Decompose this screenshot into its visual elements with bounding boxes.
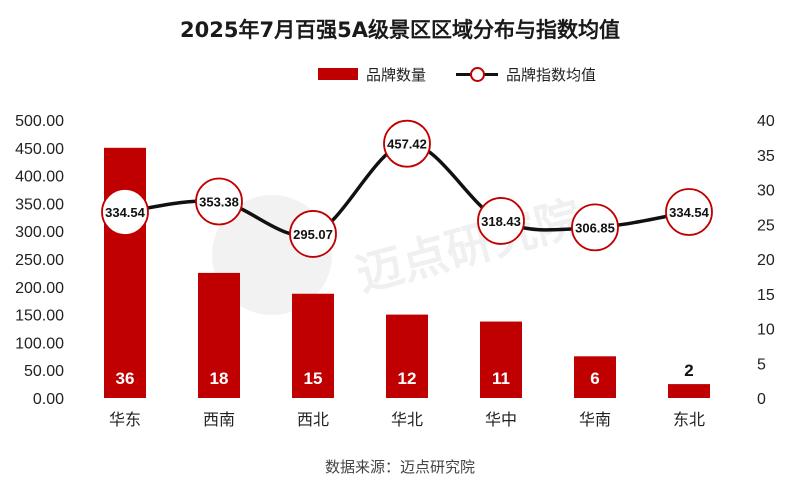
bar-value-label: 36 (116, 369, 135, 388)
bar-2 (198, 272, 240, 398)
line-value-label: 318.43 (481, 214, 521, 229)
line-marker-3 (289, 210, 337, 258)
watermark-text: 迈点研究院 (351, 190, 587, 302)
legend-label-bar: 品牌数量 (366, 65, 427, 84)
line-marker-5 (477, 197, 525, 245)
y-left-tick-label: 200.00 (15, 280, 64, 297)
x-tick-label: 西北 (297, 410, 329, 429)
line-marker-7 (665, 188, 713, 236)
y-left-tick-label: 500.00 (15, 113, 64, 130)
bar-value-label: 6 (590, 369, 599, 388)
line-value-label: 295.07 (293, 227, 333, 242)
x-tick-label: 西南 (203, 410, 235, 429)
y-right-tick-label: 0 (757, 391, 766, 408)
bar-6 (574, 356, 616, 398)
line-marker-6 (571, 203, 619, 252)
y-left-tick-label: 400.00 (15, 169, 64, 186)
x-tick-label: 华东 (109, 410, 141, 429)
bar-value-label: 15 (304, 369, 323, 388)
legend-swatch-bar (318, 68, 358, 80)
y-left-tick-label: 250.00 (15, 252, 64, 269)
y-right-tick-label: 20 (757, 252, 775, 269)
line-value-label: 457.42 (387, 137, 427, 152)
bar-value-label: 18 (210, 369, 229, 388)
bar-value-label: 2 (684, 361, 693, 380)
bar-value-label: 11 (492, 369, 510, 388)
line-value-label: 306.85 (575, 220, 615, 235)
y-right-tick-label: 10 (757, 322, 775, 339)
x-tick-label: 华南 (579, 410, 611, 429)
line-marker-4 (383, 119, 431, 168)
x-tick-label: 华北 (391, 410, 423, 429)
y-left-tick-label: 150.00 (15, 308, 64, 325)
x-tick-label: 东北 (673, 410, 705, 429)
legend-item-line: 品牌指数均值 (456, 64, 596, 85)
source-note: 数据来源：迈点研究院 (324, 458, 475, 476)
y-left-tick-label: 350.00 (15, 196, 64, 213)
legend-swatch-line (456, 67, 499, 82)
y-left-tick-label: 0.00 (33, 391, 64, 408)
y-right-tick-label: 30 (757, 183, 775, 200)
y-left-tick-label: 300.00 (15, 224, 64, 241)
legend-label-line: 品牌指数均值 (506, 65, 597, 84)
legend: 品牌数量 品牌指数均值 (318, 64, 626, 84)
chart-title: 2025年7月百强5A级景区区域分布与指数均值 (180, 18, 620, 42)
line-marker-2 (195, 177, 243, 226)
line-marker-1 (101, 188, 149, 236)
bar-1 (104, 147, 146, 398)
legend-item-bar: 品牌数量 (318, 64, 426, 85)
bar-3 (292, 293, 334, 398)
bar-5 (480, 321, 522, 398)
y-left-tick-label: 100.00 (15, 335, 64, 352)
line-value-label: 334.54 (105, 205, 146, 220)
y-left-tick-label: 50.00 (24, 363, 64, 380)
y-right-tick-label: 40 (757, 113, 775, 130)
y-right-tick-label: 35 (757, 148, 775, 165)
line-value-label: 353.38 (199, 195, 239, 210)
y-right-tick-label: 5 (757, 356, 766, 373)
line-value-label: 334.54 (669, 205, 710, 220)
y-right-tick-label: 25 (757, 217, 775, 234)
bar-7 (668, 384, 710, 398)
x-tick-label: 华中 (485, 410, 517, 429)
y-left-tick-label: 450.00 (15, 141, 64, 158)
bar-value-label: 12 (398, 369, 417, 388)
y-right-tick-label: 15 (757, 287, 775, 304)
bar-4 (386, 314, 428, 398)
